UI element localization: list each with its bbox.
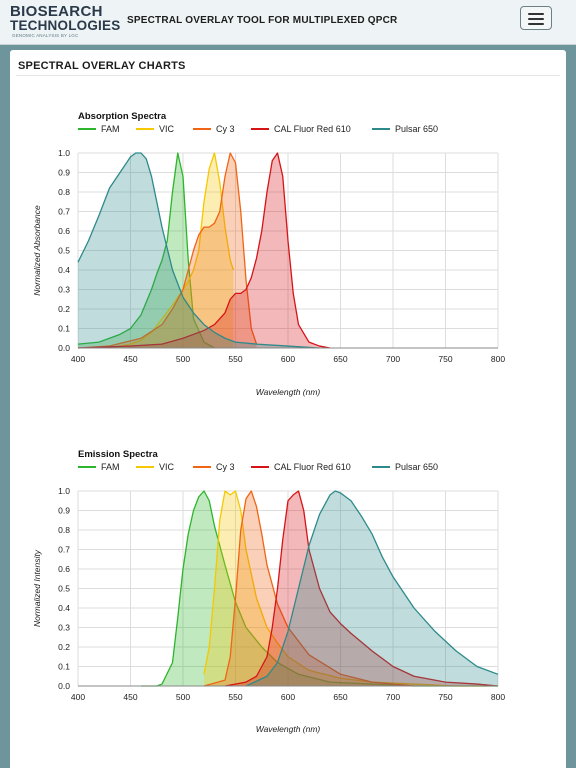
logo-tagline: GENOMIC ANALYSIS BY LGC [12, 33, 79, 38]
panel-divider [16, 75, 560, 76]
panel-title: SPECTRAL OVERLAY CHARTS [18, 60, 186, 72]
top-header-bar: BIOSEARCH TECHNOLOGIES GENOMIC ANALYSIS … [0, 0, 576, 45]
hamburger-menu-icon [528, 13, 544, 15]
menu-toggle-button[interactable] [520, 6, 552, 30]
logo-wordmark-main: BIOSEARCH [10, 3, 103, 20]
hamburger-menu-icon-bar [528, 18, 544, 20]
biosearch-logo[interactable]: BIOSEARCH TECHNOLOGIES GENOMIC ANALYSIS … [10, 3, 121, 39]
hamburger-menu-icon-bar [528, 23, 544, 25]
page-title: SPECTRAL OVERLAY TOOL FOR MULTIPLEXED QP… [127, 15, 398, 26]
spectral-charts-panel: SPECTRAL OVERLAY CHARTS [10, 50, 566, 768]
logo-wordmark-sub: TECHNOLOGIES [10, 18, 121, 33]
